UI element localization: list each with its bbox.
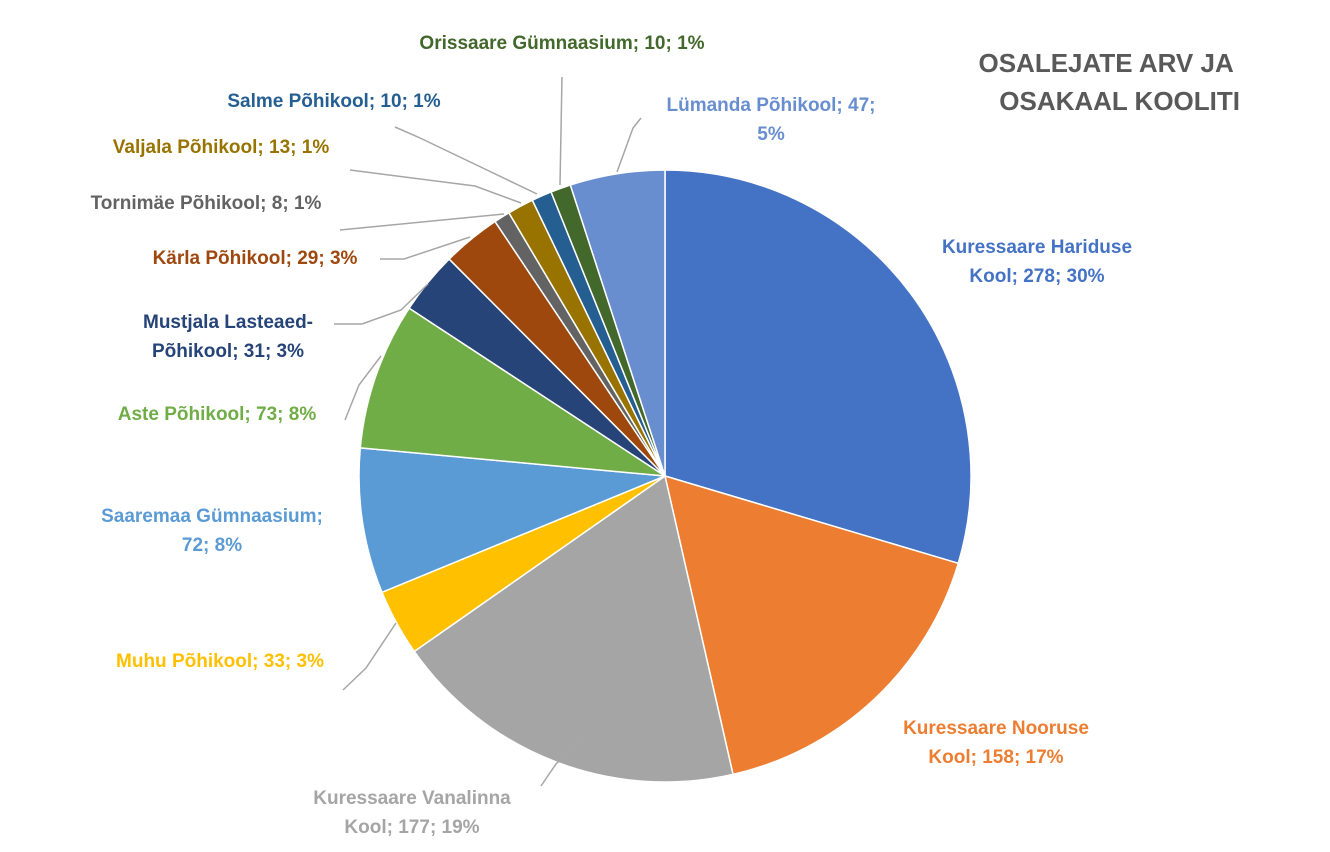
data-label-line: Tornimäe Põhikool; 8; 1%	[91, 193, 322, 214]
data-label-line: Kool; 158; 17%	[928, 747, 1063, 768]
data-label-line: Kool; 278; 30%	[969, 266, 1104, 287]
leader-line-valjala	[349, 169, 522, 204]
data-label-line: Aste Põhikool; 73; 8%	[118, 404, 317, 425]
data-label-line: Mustjala Lasteaed-	[143, 312, 313, 333]
leader-line-vanalinna	[540, 734, 587, 787]
leader-line-muhu	[342, 622, 397, 691]
leader-line-orissaare	[559, 76, 563, 186]
data-label-line: 72; 8%	[182, 535, 242, 556]
data-label-valjala: Valjala Põhikool; 13; 1%	[113, 137, 330, 158]
data-labels: Kuressaare Hariduse Kool; 278; 30%Kuressa…	[91, 33, 1132, 838]
data-label-line: Salme Põhikool; 10; 1%	[227, 91, 440, 112]
pie-slice-nooruse	[663, 474, 960, 776]
chart-title: OSALEJATE ARV JA OSAKAAL KOOLITI	[978, 48, 1240, 116]
leader-lines	[334, 76, 642, 787]
leader-line-aste	[344, 355, 382, 421]
data-label-line: Kool; 177; 19%	[344, 817, 479, 838]
chart-title-line-1: OSALEJATE ARV JA	[978, 48, 1233, 78]
data-label-mustjala: Mustjala Lasteaed- Põhikool; 31; 3%	[143, 312, 313, 362]
data-label-line: Kärla Põhikool; 29; 3%	[153, 248, 358, 269]
data-label-hariduse: Kuressaare Hariduse Kool; 278; 30%	[942, 237, 1132, 287]
data-label-salme: Salme Põhikool; 10; 1%	[227, 91, 440, 112]
data-label-line: Põhikool; 31; 3%	[152, 341, 304, 362]
data-label-nooruse: Kuressaare Nooruse Kool; 158; 17%	[903, 718, 1089, 768]
data-label-line: Muhu Põhikool; 33; 3%	[116, 651, 324, 672]
leader-line-karla	[380, 236, 471, 260]
leader-line-mustjala	[334, 283, 429, 325]
data-label-tornimae: Tornimäe Põhikool; 8; 1%	[91, 193, 322, 214]
data-label-aste: Aste Põhikool; 73; 8%	[118, 404, 317, 425]
data-label-line: 5%	[757, 124, 785, 145]
chart-title-line-2: OSAKAAL KOOLITI	[999, 86, 1240, 116]
data-label-line: Kuressaare Nooruse	[903, 718, 1089, 739]
data-label-vanalinna: Kuressaare Vanalinna Kool; 177; 19%	[313, 788, 511, 838]
data-label-lumanda: Lümanda Põhikool; 47; 5%	[666, 95, 875, 145]
pie-slice-vanalinna	[413, 474, 734, 783]
data-label-muhu: Muhu Põhikool; 33; 3%	[116, 651, 324, 672]
data-label-line: Kuressaare Vanalinna	[313, 788, 511, 809]
leader-line-salme	[394, 126, 538, 195]
pie-slices	[358, 169, 972, 783]
data-label-line: Lümanda Põhikool; 47;	[666, 95, 875, 116]
pie-slice-saaremaa	[358, 447, 666, 594]
pie-slice-hariduse	[664, 169, 972, 565]
data-label-line: Orissaare Gümnaasium; 10; 1%	[419, 33, 704, 54]
data-label-saaremaa: Saaremaa Gümnaasium; 72; 8%	[101, 506, 323, 556]
leader-line-tornimae	[339, 213, 505, 231]
data-label-line: Kuressaare Hariduse	[942, 237, 1132, 258]
leader-line-lumanda	[616, 117, 642, 173]
pie-slice-aste	[359, 307, 666, 477]
data-label-orissaare: Orissaare Gümnaasium; 10; 1%	[419, 33, 704, 54]
data-label-karla: Kärla Põhikool; 29; 3%	[153, 248, 358, 269]
data-label-line: Valjala Põhikool; 13; 1%	[113, 137, 330, 158]
pie-slice-lumanda	[569, 169, 666, 477]
data-label-line: Saaremaa Gümnaasium;	[101, 506, 323, 527]
